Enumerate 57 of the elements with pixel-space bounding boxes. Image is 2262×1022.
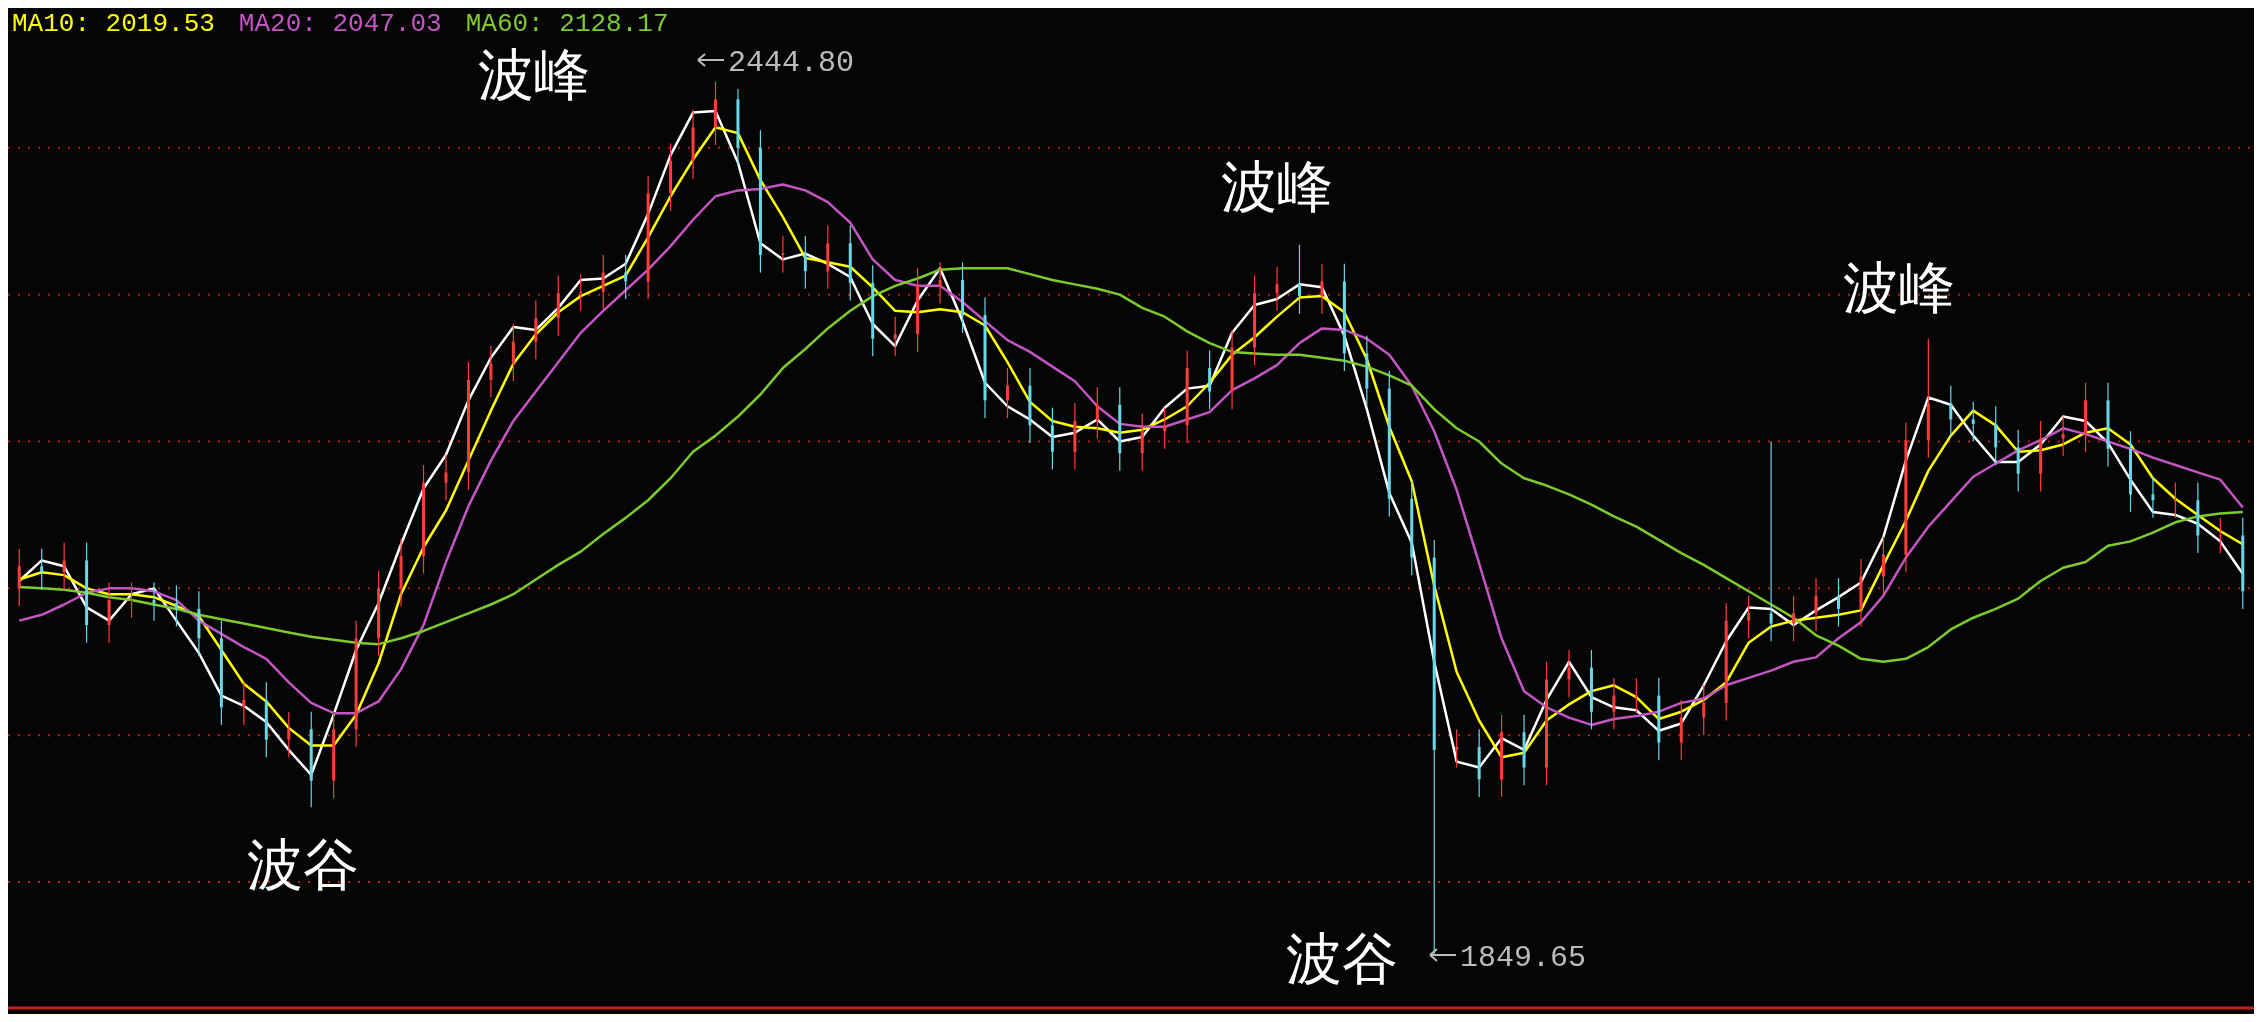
text: MA60: 2128.17: [465, 8, 669, 40]
candlestick: [287, 711, 291, 758]
candlestick: [714, 82, 717, 146]
candlestick: [1545, 661, 1549, 786]
candlestick: [893, 316, 897, 357]
candlestick: [1837, 577, 1840, 628]
text: MA20: 2047.03: [238, 8, 442, 40]
candlestick: [1971, 401, 1975, 443]
candlestick: [1881, 536, 1885, 595]
candlestick: [444, 454, 448, 501]
candlestick: [422, 464, 426, 575]
annotation: 波峰: [1221, 154, 1333, 219]
annotation: 波峰: [478, 42, 590, 107]
candlestick: [1747, 595, 1751, 639]
candlestick: [511, 323, 515, 382]
candlestick: [2061, 415, 2065, 457]
candlestick: [1297, 244, 1301, 315]
candlestick: [152, 581, 156, 622]
candlestick: [1814, 577, 1818, 632]
candlestick: [242, 681, 246, 726]
candlestick: [534, 299, 538, 360]
candlestick: [1949, 385, 1953, 438]
candlestick: [40, 548, 44, 591]
candlestick: [938, 261, 942, 305]
candlestick: [601, 254, 605, 310]
candlestick: [1567, 649, 1571, 698]
candlestick: [1455, 728, 1459, 769]
text: 2444.80: [728, 46, 855, 80]
candlestick: [489, 345, 493, 399]
candlestick: [1792, 595, 1796, 642]
candlestick: [1140, 413, 1144, 472]
candlestick: [1634, 677, 1638, 714]
candlestick: [174, 584, 178, 628]
candlestick: [62, 542, 66, 591]
candlestick: [130, 581, 134, 619]
candlestick: [1320, 263, 1324, 315]
annotation: 波谷: [1286, 926, 1398, 991]
candlestick: [1769, 440, 1773, 642]
annotation: 波峰: [1843, 255, 1955, 320]
candlestick: [1994, 405, 1998, 466]
candlestick: [1208, 349, 1212, 410]
candlestick: [1702, 684, 1706, 736]
annotation: 波谷: [247, 832, 359, 897]
candlestick: [1612, 677, 1616, 730]
candlestick: [803, 235, 807, 290]
candlestick: [2151, 476, 2155, 519]
candlestick: [1275, 266, 1279, 312]
text: MA10: 2019.53: [12, 8, 215, 40]
candlestick: [1163, 407, 1167, 450]
candlestick: [1005, 367, 1009, 419]
candlestick: [1095, 386, 1099, 440]
candlestick: [624, 254, 628, 300]
candlestick: [2173, 482, 2177, 519]
annotation: 1849.65: [1460, 941, 1587, 975]
candlestick: [17, 548, 21, 607]
candlestick: [2218, 517, 2222, 554]
candlestick: [2128, 430, 2132, 513]
